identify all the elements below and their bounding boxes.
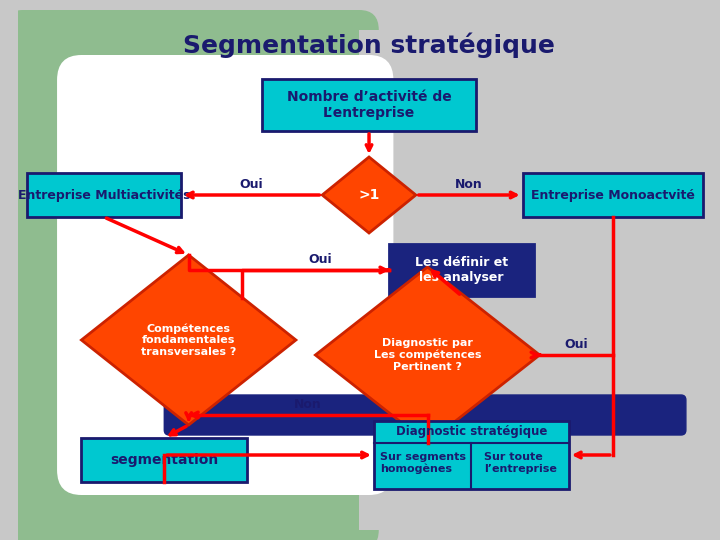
Text: Segmentation stratégique: Segmentation stratégique xyxy=(183,32,555,57)
Text: Compétences
fondamentales
transversales ?: Compétences fondamentales transversales … xyxy=(141,323,236,357)
Text: Non: Non xyxy=(455,178,483,191)
Text: Oui: Oui xyxy=(308,253,332,266)
Polygon shape xyxy=(323,157,416,233)
Text: Entreprise Monoactvité: Entreprise Monoactvité xyxy=(531,188,695,201)
FancyBboxPatch shape xyxy=(4,10,379,540)
Text: Sur segments
homogènes: Sur segments homogènes xyxy=(379,452,466,474)
Text: Oui: Oui xyxy=(240,178,264,191)
Text: >1: >1 xyxy=(359,188,379,202)
Polygon shape xyxy=(81,255,296,425)
FancyBboxPatch shape xyxy=(262,79,476,131)
Text: Les définir et
les analyser: Les définir et les analyser xyxy=(415,256,508,284)
Text: Diagnostic stratégique: Diagnostic stratégique xyxy=(396,426,547,438)
Text: Diagnostic par
Les compétences
Pertinent ?: Diagnostic par Les compétences Pertinent… xyxy=(374,338,481,372)
Text: Entreprise Multiactivités: Entreprise Multiactivités xyxy=(17,188,190,201)
Text: segmentation: segmentation xyxy=(110,453,218,467)
Polygon shape xyxy=(315,267,539,443)
FancyBboxPatch shape xyxy=(57,55,393,495)
Text: Nombre d’activité de
L’entreprise: Nombre d’activité de L’entreprise xyxy=(287,90,451,120)
FancyBboxPatch shape xyxy=(390,244,534,296)
FancyBboxPatch shape xyxy=(27,173,181,217)
FancyBboxPatch shape xyxy=(359,30,715,530)
Text: Oui: Oui xyxy=(564,338,588,351)
FancyBboxPatch shape xyxy=(164,395,686,435)
Text: Sur toute
l’entreprise: Sur toute l’entreprise xyxy=(484,452,557,474)
Text: Non: Non xyxy=(294,398,322,411)
FancyBboxPatch shape xyxy=(81,438,247,482)
FancyBboxPatch shape xyxy=(523,173,703,217)
FancyBboxPatch shape xyxy=(374,421,569,489)
